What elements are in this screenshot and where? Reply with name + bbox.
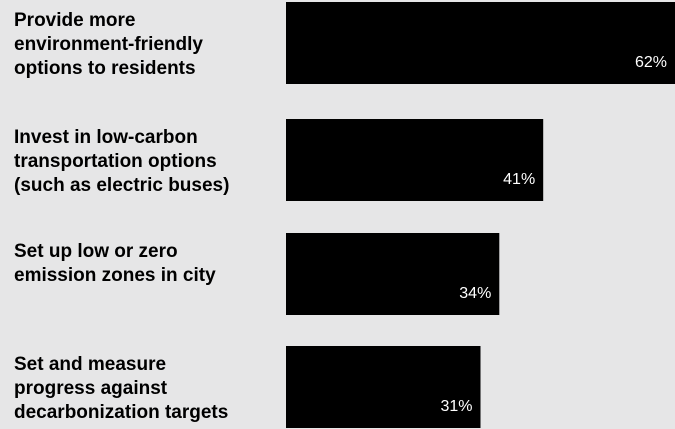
bar-3 — [286, 233, 500, 315]
bar-1 — [286, 2, 675, 84]
category-label-2-line-2: transportation options — [14, 151, 217, 172]
value-label-3: 34% — [459, 285, 491, 302]
category-label-1-line-3: options to residents — [14, 58, 196, 79]
value-label-4: 31% — [440, 398, 472, 415]
bar-4 — [286, 346, 481, 428]
category-label-3-line-2: emission zones in city — [14, 265, 216, 286]
category-label-2-line-1: Invest in low-carbon — [14, 127, 198, 148]
category-label-4-line-2: progress against — [14, 378, 168, 399]
category-label-3-line-1: Set up low or zero — [14, 241, 178, 262]
category-label-2-line-3: (such as electric buses) — [14, 175, 229, 196]
bar-2 — [286, 119, 544, 201]
category-label-1-line-1: Provide more — [14, 10, 135, 31]
category-label-4-line-1: Set and measure — [14, 354, 166, 375]
value-label-2: 41% — [503, 171, 535, 188]
bars-group: 62% Provide more environment-friendly optio… — [14, 2, 675, 428]
value-label-1: 62% — [635, 54, 667, 71]
category-label-4-line-3: decarbonization targets — [14, 402, 228, 423]
category-label-1-line-2: environment-friendly — [14, 34, 203, 55]
